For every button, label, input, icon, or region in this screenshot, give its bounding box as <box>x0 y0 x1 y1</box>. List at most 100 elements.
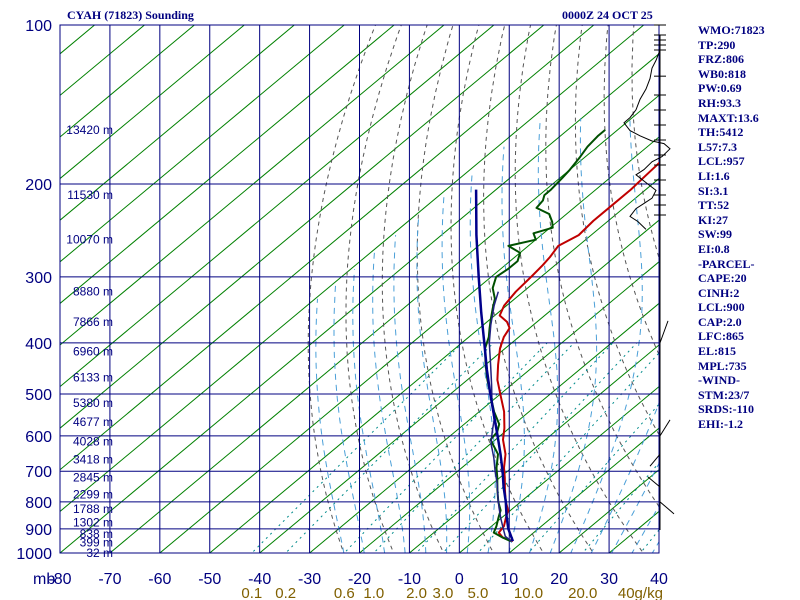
temperature-tick-label: -70 <box>98 571 121 588</box>
pressure-unit-label: mb <box>33 571 55 588</box>
stat-item: CAP:2.0 <box>698 314 742 329</box>
dry-adiabat-line <box>483 25 594 553</box>
moist-adiabat-line <box>333 284 365 553</box>
dry-adiabat-line <box>307 25 377 553</box>
dry-adiabat-line <box>514 25 644 553</box>
mixing-ratio-label: 0.6 <box>334 585 355 600</box>
mixing-ratio-label: 40g/kg <box>618 585 663 600</box>
stat-item: TP:290 <box>698 37 736 52</box>
height-label: 1788 m <box>73 502 113 516</box>
stat-item: SI:3.1 <box>698 183 729 198</box>
stat-item: -PARCEL- <box>698 256 755 271</box>
pressure-tick-label: 500 <box>25 387 52 404</box>
moist-adiabat-line <box>372 252 406 553</box>
isotherm-line <box>60 25 196 138</box>
dry-adiabat-line <box>545 25 659 508</box>
temperature-tick-label: 30 <box>600 571 618 588</box>
isotherm-line <box>60 53 659 553</box>
stability-indices-panel: WMO:71823 TP:290 FRZ:806 WB0:818 PW:0.69 RH:9… <box>698 23 765 432</box>
stat-item: EL:815 <box>698 344 737 359</box>
height-label: 399 m <box>80 535 113 549</box>
mixing-ratio-line <box>442 342 638 553</box>
temperature-tick-label: 0 <box>455 571 464 588</box>
wind-barb <box>659 419 671 437</box>
moist-adiabat-line <box>393 235 427 553</box>
mixing-ratio-line <box>527 403 659 553</box>
stat-item: L57:7.3 <box>698 139 737 154</box>
mixing-ratio-label: 3.0 <box>433 585 454 600</box>
plot-frame <box>59 24 660 554</box>
dry-adiabat-line <box>761 1 800 564</box>
moist-adiabat-line <box>441 195 471 553</box>
isotherm-line <box>558 469 659 553</box>
moist-adiabat-line <box>549 117 598 553</box>
wetbulb-trace <box>488 291 512 542</box>
stat-item: FRZ:806 <box>698 52 744 67</box>
height-label: 6133 m <box>73 370 113 384</box>
parcel-trace <box>474 189 515 542</box>
mixing-ratio-line <box>284 342 494 553</box>
isotherm-line <box>60 25 395 305</box>
temperature-tick-label: -80 <box>48 571 71 588</box>
stat-item: EHI:-1.2 <box>698 417 743 432</box>
isotherm-line <box>458 385 659 553</box>
stat-item: EI:0.8 <box>698 241 730 256</box>
temperature-tick-label: -60 <box>148 571 171 588</box>
pressure-tick-label: 1000 <box>16 546 52 563</box>
mixing-ratio-label: 0.1 <box>241 585 262 600</box>
pressure-tick-label: 800 <box>25 495 52 512</box>
temperature-tick-label: -30 <box>298 571 321 588</box>
stat-item: CAPE:20 <box>698 271 747 286</box>
stat-item: PW:0.69 <box>698 81 742 96</box>
moist-adiabat-line <box>528 117 559 553</box>
moist-adiabat-line <box>501 146 525 553</box>
stat-item: -WIND- <box>698 373 740 388</box>
temperature-tick-label: -50 <box>198 571 221 588</box>
isotherm-line <box>60 25 246 180</box>
isotherm-line <box>159 136 659 553</box>
isotherm-line <box>60 25 645 513</box>
hodograph-trace <box>623 49 671 230</box>
pressure-tick-label: 900 <box>25 522 52 539</box>
height-label: 5380 m <box>73 396 113 410</box>
wind-barb <box>647 476 661 488</box>
temperature-tick-label: -10 <box>398 571 421 588</box>
wind-profile <box>623 24 675 530</box>
mixing-ratio-line <box>415 342 614 553</box>
temperature-tick-label: 20 <box>550 571 568 588</box>
axis-grid <box>59 24 660 554</box>
height-label: 7866 m <box>73 315 113 329</box>
height-label: 3418 m <box>73 452 113 466</box>
isotherm-line <box>358 302 659 553</box>
pressure-tick-label: 600 <box>25 429 52 446</box>
mixing-ratio-label: 0.2 <box>275 585 296 600</box>
mixing-ratio-label: 10.0 <box>514 585 543 600</box>
isotherm-line <box>60 25 495 388</box>
height-label: 1302 m <box>73 515 113 529</box>
isotherm-line <box>408 344 659 553</box>
stat-item: WB0:818 <box>698 66 746 81</box>
mixing-ratio-label: 2.0 <box>406 585 427 600</box>
height-label: 8880 m <box>73 285 113 299</box>
height-label: 2845 m <box>73 471 113 485</box>
stat-item: TT:52 <box>698 198 730 213</box>
stat-item: SRDS:-110 <box>698 402 755 417</box>
pressure-tick-label: 100 <box>25 18 52 35</box>
sounding-traces <box>474 129 659 543</box>
height-label: 6960 m <box>73 344 113 358</box>
isotherm-line <box>60 25 296 221</box>
stat-item: CINH:2 <box>698 285 740 300</box>
stat-item: LFC:865 <box>698 329 744 344</box>
height-label: 838 m <box>80 527 113 541</box>
moist-adiabat-line <box>570 117 643 553</box>
wind-barb <box>649 453 661 467</box>
isotherm-line <box>60 25 345 263</box>
stat-item: STM:23/7 <box>698 387 750 402</box>
stat-item: MPL:735 <box>698 358 747 373</box>
dry-adiabat-line <box>416 25 495 553</box>
moist-adiabat-line <box>416 215 448 553</box>
station-title: CYAH (71823) Sounding <box>67 8 194 22</box>
height-label: 2299 m <box>73 488 113 502</box>
